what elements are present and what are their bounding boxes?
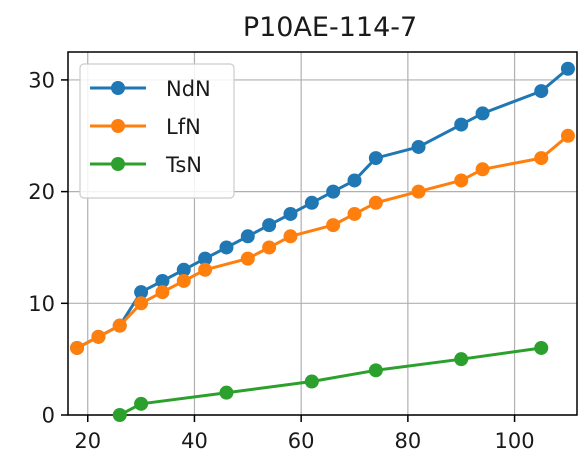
x-tick-label: 100 <box>495 429 535 453</box>
y-tick-label: 30 <box>28 68 55 92</box>
y-tick-label: 20 <box>28 180 55 204</box>
data-point <box>155 285 170 300</box>
data-point <box>534 151 549 166</box>
data-point <box>347 206 362 221</box>
y-tick-label: 0 <box>42 404 55 428</box>
legend: NdN LfN TsN <box>79 63 235 199</box>
data-point <box>240 229 255 244</box>
data-point <box>70 340 85 355</box>
data-point <box>411 139 426 154</box>
data-point <box>534 84 549 99</box>
data-point <box>155 273 170 288</box>
data-point <box>176 273 191 288</box>
data-point <box>411 184 426 199</box>
data-point <box>304 374 319 389</box>
y-tick-label: 10 <box>28 292 55 316</box>
legend-item-ndn: NdN <box>90 77 211 101</box>
x-tick-label: 40 <box>181 429 208 453</box>
plot-frame <box>67 51 578 416</box>
data-point <box>475 106 490 121</box>
data-point <box>326 184 341 199</box>
data-point <box>326 218 341 233</box>
data-point <box>347 173 362 188</box>
axes: 20 40 60 80 100 0 10 20 30 <box>28 51 578 453</box>
legend-item-lfn: LfN <box>90 115 201 139</box>
data-point <box>304 195 319 210</box>
series-layer <box>70 61 575 422</box>
data-point <box>262 240 277 255</box>
data-point <box>368 151 383 166</box>
data-point <box>240 251 255 266</box>
data-point <box>560 61 575 76</box>
legend-label: NdN <box>166 77 211 101</box>
data-point <box>560 128 575 143</box>
data-point <box>368 363 383 378</box>
legend-box <box>79 63 235 199</box>
data-point <box>112 408 127 422</box>
series-lfn <box>70 128 575 355</box>
data-point <box>283 206 298 221</box>
data-point <box>198 262 213 277</box>
data-point <box>112 318 127 333</box>
data-point <box>454 352 469 367</box>
data-point <box>283 229 298 244</box>
data-point <box>134 285 149 300</box>
data-point <box>368 195 383 210</box>
x-tick-label: 60 <box>288 429 315 453</box>
data-point <box>262 218 277 233</box>
data-point <box>134 296 149 311</box>
legend-marker <box>111 81 125 95</box>
data-point <box>219 385 234 400</box>
series-tsn <box>112 340 549 422</box>
data-point <box>176 262 191 277</box>
series-line <box>119 346 542 417</box>
legend-label: TsN <box>165 153 202 177</box>
data-point <box>475 162 490 177</box>
legend-label: LfN <box>166 115 201 139</box>
data-point <box>454 173 469 188</box>
legend-marker <box>111 119 125 133</box>
x-tick-label: 80 <box>394 429 421 453</box>
data-point <box>134 396 149 411</box>
x-tick-label: 20 <box>74 429 101 453</box>
data-point <box>534 340 549 355</box>
data-point <box>219 240 234 255</box>
legend-marker <box>111 157 125 171</box>
chart-title: P10AE-114-7 <box>243 12 417 43</box>
legend-item-tsn: TsN <box>90 153 202 177</box>
data-point <box>91 329 106 344</box>
data-point <box>198 251 213 266</box>
data-point <box>454 117 469 132</box>
